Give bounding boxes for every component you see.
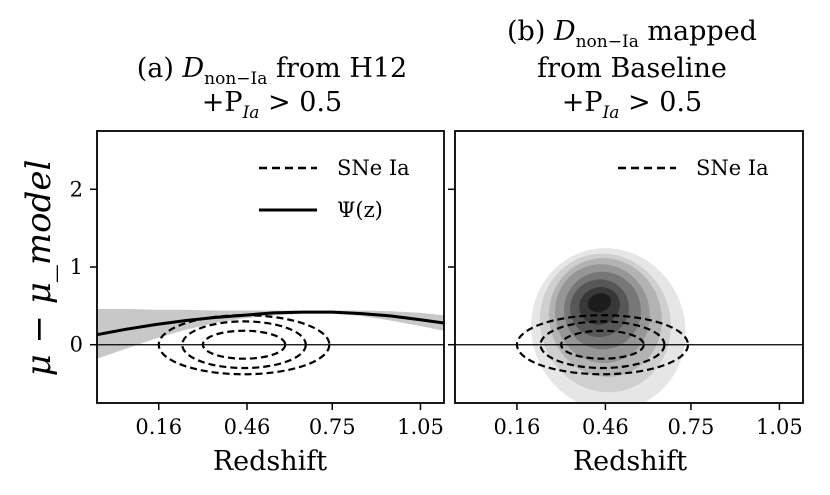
panel-b-snia-contour-1 [515, 314, 690, 376]
panel-a-legend-label-1: SNe Ia [337, 156, 410, 180]
panel-a-x-tick-label: 1.05 [397, 415, 444, 439]
panel-a-snia-contour-2 [181, 320, 307, 370]
panel-a-x-tick-label: 0.75 [309, 415, 356, 439]
panel-a-psi-curve [97, 310, 444, 337]
panel-a-x-axis-label: Redshift [213, 446, 327, 477]
panel-b-snia-contour-2 [539, 320, 666, 370]
panel-b-snia-contour-3 [560, 329, 645, 360]
panel-a-snia-contour-3 [201, 329, 287, 360]
panel-b-title-line3: +PIa > 0.5 [562, 87, 702, 123]
panel-b-title-line1: (b) Dnon−Ia mapped [507, 16, 757, 52]
panel-b-x-tick-label: 0.16 [494, 415, 541, 439]
panel-a-x-tick-label: 0.46 [224, 415, 271, 439]
panel-a-x-tick-label: 0.16 [135, 415, 182, 439]
panel-b-x-axis-label: Redshift [573, 446, 687, 477]
panel-a-plot: 0.16 0.46 0.75 1.05 0 1 2 SNe Ia Ψ(z) [70, 130, 445, 439]
panel-a-title-line2: +PIa > 0.5 [202, 87, 342, 123]
panel-a-y-tick-label: 1 [70, 255, 83, 279]
panel-b-plot: 0.16 0.46 0.75 1.05 SNe Ia [448, 130, 804, 439]
panel-a-plot-area [97, 309, 444, 376]
panel-b-x-tick-label: 0.75 [668, 415, 715, 439]
panel-b-title-line2: from Baseline [537, 53, 727, 84]
panel-a-y-tick-label: 0 [70, 333, 83, 357]
panel-a-y-tick-label: 2 [70, 177, 83, 201]
panel-b-x-tick-label: 1.05 [756, 415, 803, 439]
y-axis-label: μ − μ_model [19, 160, 59, 377]
panel-a-legend-label-2: Ψ(z) [337, 198, 383, 222]
panel-b-plot-area [455, 248, 803, 403]
panel-a-title-line1: (a) Dnon−Ia from H12 [137, 53, 407, 89]
panel-b-x-tick-label: 0.46 [582, 415, 629, 439]
panel-b-density-level-8 [587, 293, 612, 313]
panel-b-legend-label-1: SNe Ia [696, 156, 769, 180]
